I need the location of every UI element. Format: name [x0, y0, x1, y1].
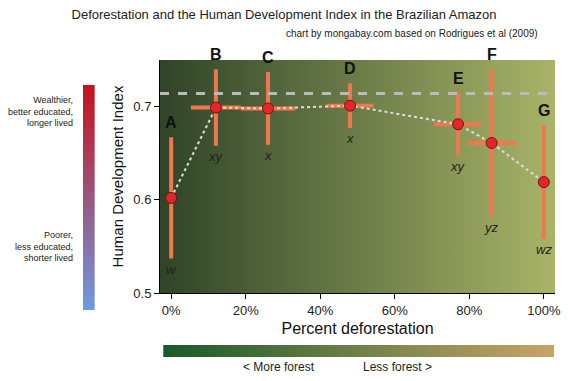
svg-text:100%: 100%: [527, 303, 561, 318]
svg-text:Percent deforestation: Percent deforestation: [281, 320, 433, 337]
svg-text:40%: 40%: [307, 303, 333, 318]
svg-text:D: D: [344, 60, 356, 77]
svg-text:wz: wz: [536, 242, 552, 257]
svg-text:B: B: [210, 46, 222, 63]
svg-text:yz: yz: [484, 220, 499, 235]
svg-text:0.6: 0.6: [133, 192, 151, 207]
svg-text:xy: xy: [208, 149, 224, 164]
svg-text:0.7: 0.7: [133, 99, 151, 114]
svg-text:Poorer,less educated,shorter l: Poorer,less educated,shorter lived: [15, 230, 73, 263]
svg-text:80%: 80%: [456, 303, 482, 318]
svg-text:A: A: [165, 114, 177, 131]
svg-text:60%: 60%: [382, 303, 408, 318]
svg-text:0%: 0%: [162, 303, 181, 318]
svg-text:< More forest: < More forest: [243, 360, 315, 374]
svg-text:w: w: [166, 262, 177, 277]
svg-text:Less forest >: Less forest >: [363, 360, 432, 374]
svg-text:x: x: [346, 131, 354, 146]
svg-text:0.5: 0.5: [133, 286, 151, 301]
svg-text:F: F: [487, 46, 497, 63]
svg-text:E: E: [453, 70, 464, 87]
svg-text:chart by mongabay.com based on: chart by mongabay.com based on Rodrigues…: [286, 28, 538, 39]
svg-text:G: G: [538, 102, 550, 119]
svg-text:C: C: [262, 49, 274, 66]
svg-text:xy: xy: [450, 159, 466, 174]
svg-text:Wealthier,better educated,long: Wealthier,better educated,longer lived: [8, 95, 73, 128]
svg-text:Human Development Index: Human Development Index: [109, 85, 126, 267]
svg-text:20%: 20%: [233, 303, 259, 318]
svg-text:Deforestation and the Human De: Deforestation and the Human Development …: [72, 7, 497, 22]
svg-text:x: x: [264, 148, 272, 163]
